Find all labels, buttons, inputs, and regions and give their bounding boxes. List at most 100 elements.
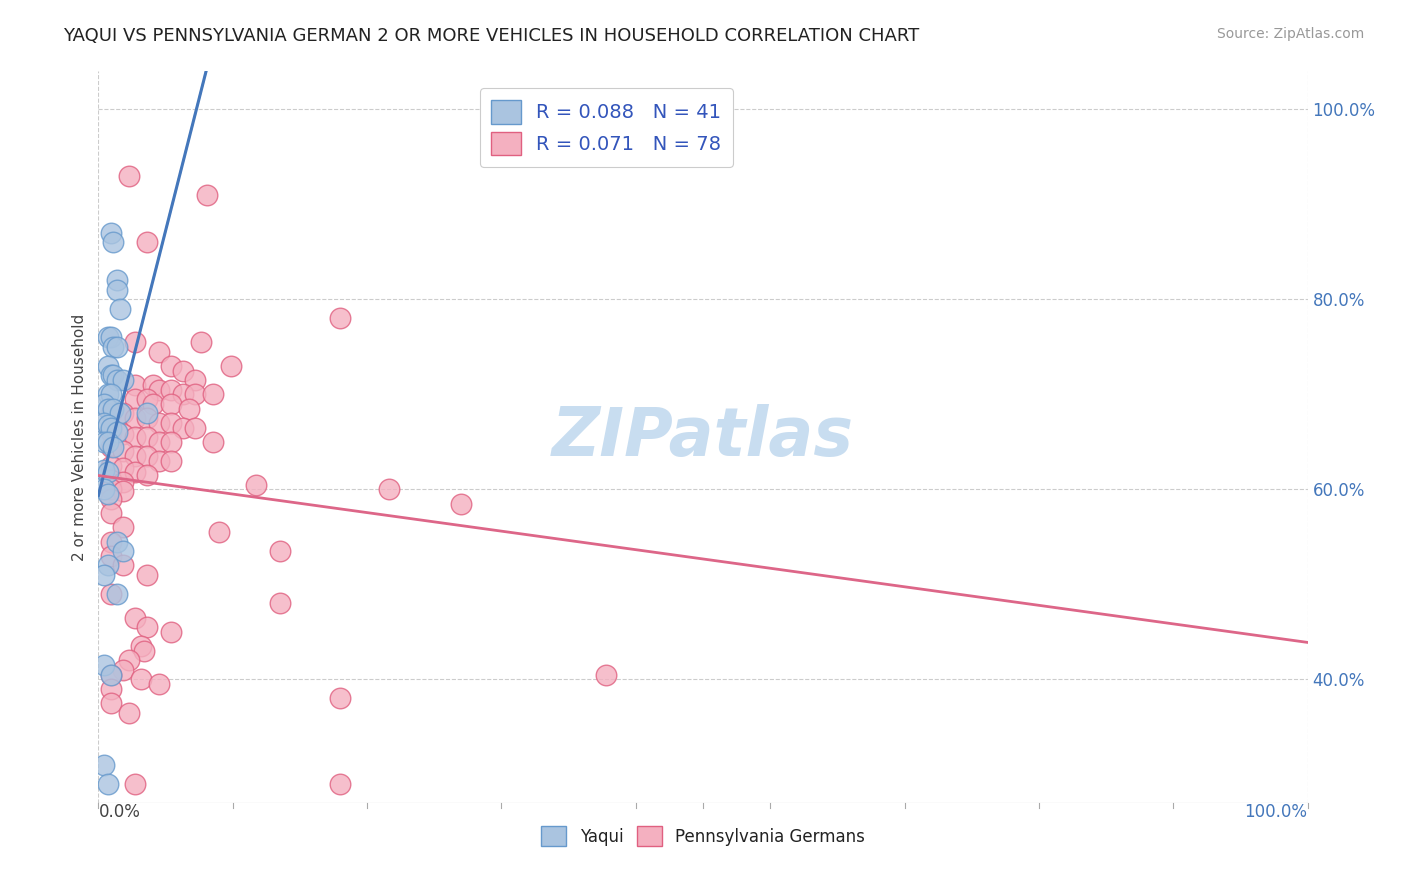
Point: [97, 487, 120, 501]
Text: ZIPatlas: ZIPatlas: [553, 404, 853, 470]
Point: [124, 777, 146, 791]
Point: [97, 387, 120, 401]
Point: [100, 587, 122, 601]
Point: [172, 363, 194, 377]
Point: [111, 544, 134, 558]
Text: Source: ZipAtlas.com: Source: ZipAtlas.com: [1216, 27, 1364, 41]
Point: [148, 434, 170, 449]
Point: [208, 524, 231, 539]
Point: [202, 387, 225, 401]
Point: [111, 444, 134, 458]
Point: [135, 235, 157, 250]
Point: [100, 440, 122, 454]
Point: [100, 667, 122, 681]
Point: [124, 392, 146, 406]
Point: [135, 449, 157, 463]
Point: [179, 401, 201, 416]
Point: [100, 226, 122, 240]
Point: [124, 449, 146, 463]
Point: [93, 434, 115, 449]
Point: [160, 624, 183, 639]
Point: [160, 416, 183, 430]
Point: [100, 458, 122, 473]
Point: [221, 359, 243, 373]
Point: [97, 417, 120, 432]
Point: [190, 335, 212, 350]
Point: [124, 610, 146, 624]
Text: YAQUI VS PENNSYLVANIA GERMAN 2 OR MORE VEHICLES IN HOUSEHOLD CORRELATION CHART: YAQUI VS PENNSYLVANIA GERMAN 2 OR MORE V…: [63, 27, 920, 45]
Point: [595, 667, 617, 681]
Point: [97, 359, 120, 373]
Point: [124, 411, 146, 425]
Point: [111, 663, 134, 677]
Point: [135, 430, 157, 444]
Point: [184, 387, 207, 401]
Point: [105, 273, 128, 287]
Point: [100, 534, 122, 549]
Point: [100, 491, 122, 506]
Point: [100, 483, 122, 497]
Point: [93, 397, 115, 411]
Point: [135, 411, 157, 425]
Point: [160, 434, 183, 449]
Point: [105, 587, 128, 601]
Point: [97, 330, 120, 344]
Text: 0.0%: 0.0%: [98, 803, 141, 821]
Point: [101, 368, 124, 383]
Point: [100, 667, 122, 681]
Point: [129, 673, 152, 687]
Point: [93, 416, 115, 430]
Point: [135, 468, 157, 483]
Point: [100, 425, 122, 440]
Point: [124, 377, 146, 392]
Point: [100, 696, 122, 710]
Point: [111, 520, 134, 534]
Point: [100, 681, 122, 696]
Point: [100, 406, 122, 420]
Point: [97, 777, 120, 791]
Point: [195, 187, 218, 202]
Point: [172, 420, 194, 434]
Point: [101, 235, 124, 250]
Point: [135, 620, 157, 634]
Point: [118, 169, 141, 183]
Point: [93, 483, 115, 497]
Point: [148, 677, 170, 691]
Point: [105, 425, 128, 440]
Point: [329, 691, 352, 706]
Point: [135, 392, 157, 406]
Point: [124, 465, 146, 479]
Point: [100, 549, 122, 563]
Point: [118, 653, 141, 667]
Point: [124, 335, 146, 350]
Point: [160, 454, 183, 468]
Point: [105, 373, 128, 387]
Point: [101, 440, 124, 454]
Point: [108, 406, 131, 420]
Point: [108, 301, 131, 316]
Point: [142, 397, 165, 411]
Point: [97, 401, 120, 416]
Point: [111, 461, 134, 475]
Point: [100, 368, 122, 383]
Point: [160, 397, 183, 411]
Point: [100, 420, 122, 434]
Point: [129, 639, 152, 653]
Point: [184, 373, 207, 387]
Point: [100, 330, 122, 344]
Point: [329, 777, 352, 791]
Point: [377, 483, 399, 497]
Point: [101, 401, 124, 416]
Point: [172, 387, 194, 401]
Point: [269, 596, 291, 610]
Point: [111, 406, 134, 420]
Point: [97, 465, 120, 479]
Point: [111, 427, 134, 442]
Point: [135, 406, 157, 420]
Point: [100, 506, 122, 520]
Point: [93, 567, 115, 582]
Point: [202, 434, 225, 449]
Point: [148, 344, 170, 359]
Point: [111, 558, 134, 573]
Point: [97, 558, 120, 573]
